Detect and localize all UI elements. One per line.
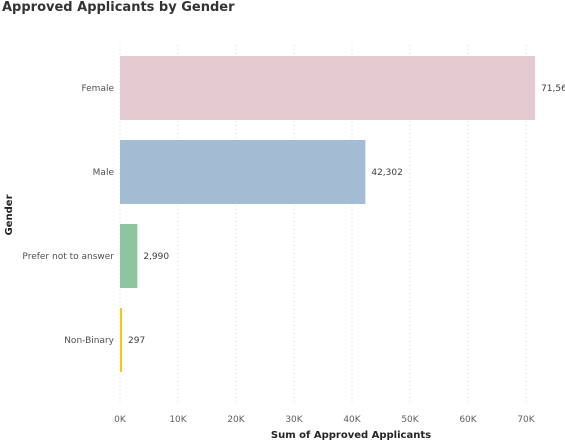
x-tick-label: 30K: [285, 415, 303, 425]
x-tick-label: 60K: [459, 415, 477, 425]
x-axis-title: Sum of Approved Applicants: [271, 430, 431, 441]
x-tick-labels: 0K 10K 20K 30K 40K 50K 60K 70K: [114, 415, 536, 425]
category-label: Prefer not to answer: [22, 252, 114, 262]
x-tick-label: 50K: [401, 415, 419, 425]
chart-title: Approved Applicants by Gender: [2, 0, 235, 15]
data-label: 42,302: [371, 168, 403, 178]
bar-male[interactable]: [120, 140, 366, 204]
x-tick-label: 0K: [114, 415, 127, 425]
data-label: 71,563: [541, 84, 565, 94]
bars: [120, 56, 536, 372]
category-label: Female: [81, 84, 114, 94]
y-axis-title: Gender: [4, 194, 15, 235]
bar-non-binary[interactable]: [120, 308, 122, 372]
x-tick-label: 20K: [227, 415, 245, 425]
category-label: Non-Binary: [64, 336, 114, 346]
bar-female[interactable]: [120, 56, 536, 120]
data-label: 2,990: [143, 252, 169, 262]
x-tick-label: 10K: [169, 415, 187, 425]
category-label: Male: [93, 168, 115, 178]
category-labels: Female Male Prefer not to answer Non-Binary: [22, 84, 114, 346]
x-tick-label: 70K: [517, 415, 535, 425]
data-labels: 71,563 42,302 2,990 297: [128, 84, 565, 346]
bar-prefer-not-to-answer[interactable]: [120, 224, 138, 288]
data-label: 297: [128, 336, 145, 346]
x-tick-label: 40K: [343, 415, 361, 425]
